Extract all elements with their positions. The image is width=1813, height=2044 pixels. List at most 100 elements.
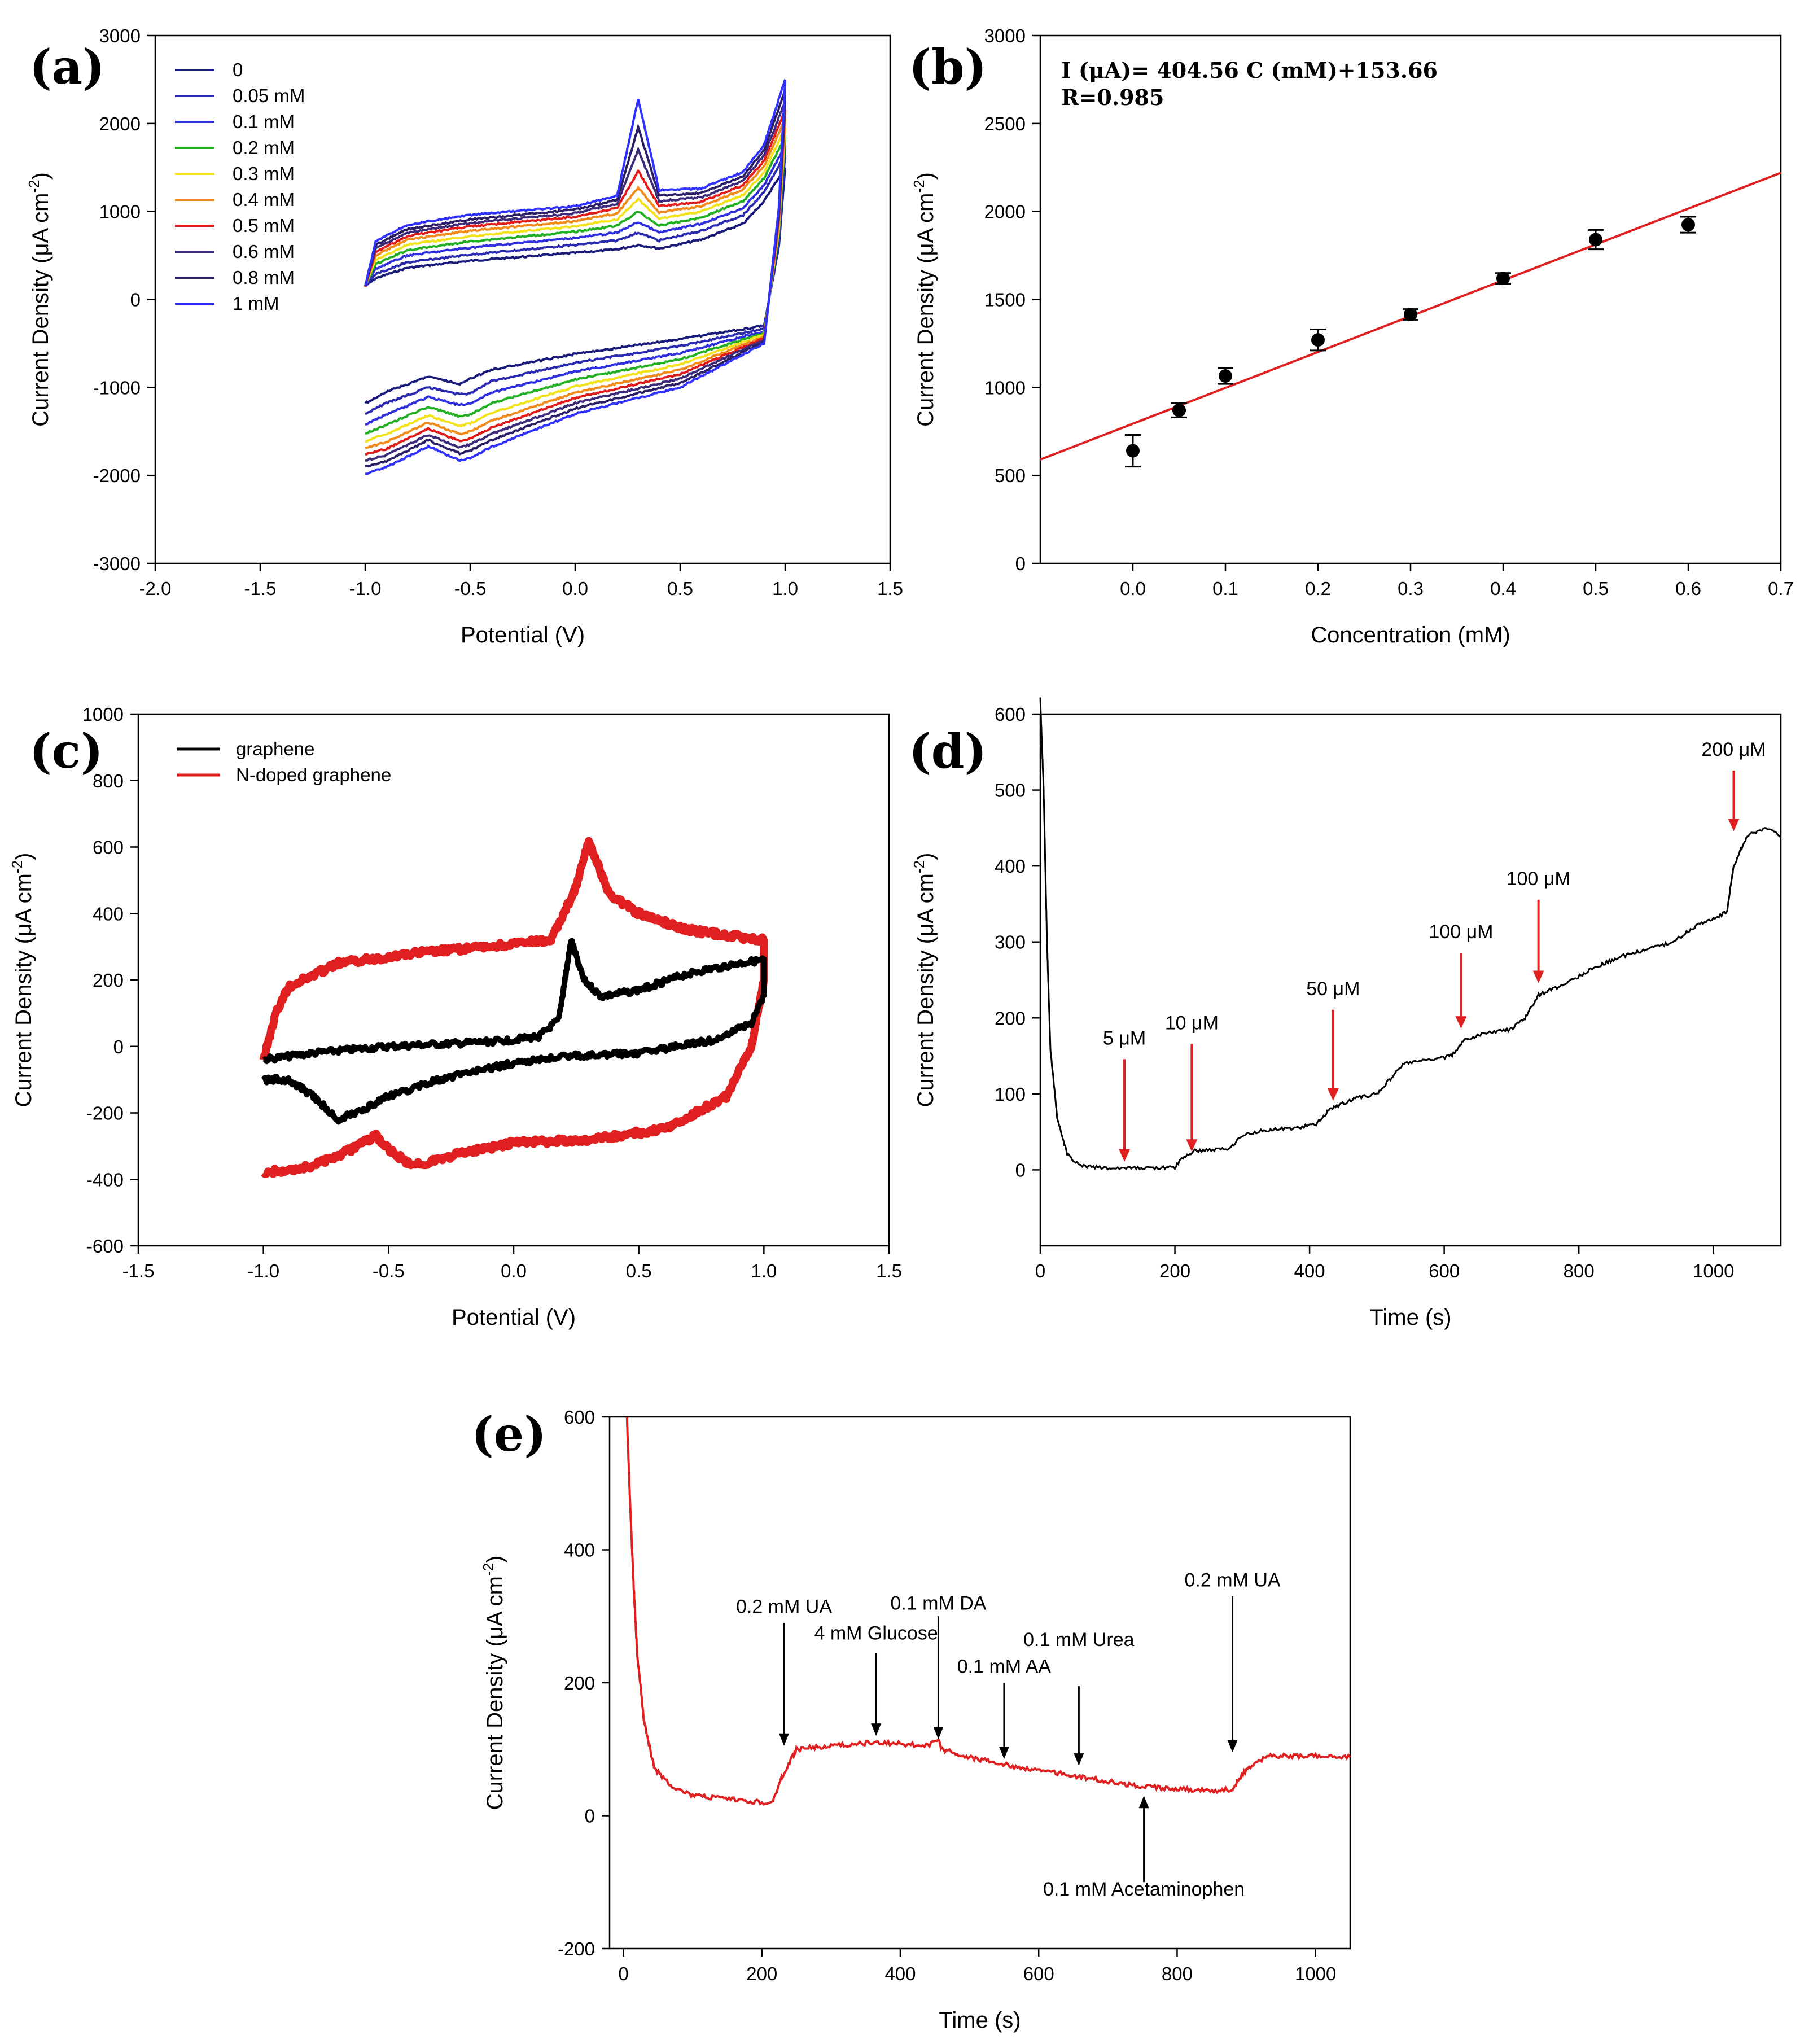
legend-label: graphene bbox=[236, 738, 314, 759]
annotation-arrowhead bbox=[1728, 819, 1740, 831]
legend-label: 0.6 mM bbox=[233, 241, 295, 262]
annotation-arrowhead bbox=[1532, 970, 1544, 983]
y-tick-label: 2500 bbox=[984, 113, 1026, 134]
annotation-label: 5 μM bbox=[1103, 1027, 1146, 1049]
x-tick-label: 0.0 bbox=[1120, 578, 1146, 599]
series-line-anodic bbox=[364, 101, 786, 287]
y-tick-label: 3000 bbox=[99, 25, 141, 46]
legend-label: 0.3 mM bbox=[233, 163, 295, 184]
x-tick-label: 1000 bbox=[1693, 1260, 1734, 1281]
legend-label: 0 bbox=[233, 59, 243, 80]
legend-label: 0.8 mM bbox=[233, 267, 295, 288]
chart-panel-a: (a) -2.0 -1.5 -1.0 -0.5 0.0 0.5 1.0 1.5 -3000 -200… bbox=[25, 25, 903, 647]
x-tick-label: -1.0 bbox=[247, 1260, 279, 1281]
x-tick-label: 1.5 bbox=[877, 578, 903, 599]
x-tick-label: 200 bbox=[1159, 1260, 1190, 1281]
panel-label: (a) bbox=[29, 39, 105, 95]
y-axis-title: Current Density (μA cm-2) bbox=[910, 853, 938, 1108]
x-tick-label: 0.1 bbox=[1212, 578, 1238, 599]
series-line-cathodic bbox=[365, 145, 786, 426]
series-line-cathodic bbox=[364, 168, 786, 404]
series-line-cathodic bbox=[365, 80, 786, 475]
y-tick-label: 600 bbox=[995, 704, 1026, 725]
series-line-cathodic bbox=[365, 154, 786, 415]
annotation-label: 4 mM Glucose bbox=[814, 1622, 938, 1644]
y-tick-label: 0 bbox=[585, 1806, 595, 1827]
x-tick-label: 800 bbox=[1162, 1963, 1193, 1984]
annotation-arrowhead bbox=[778, 1733, 789, 1746]
x-tick-label: 0.5 bbox=[667, 578, 693, 599]
x-tick-label: 800 bbox=[1564, 1260, 1595, 1281]
y-tick-label: 0 bbox=[113, 1036, 124, 1057]
series-line bbox=[261, 938, 767, 1125]
y-axis-title: Current Density (μA cm-2) bbox=[8, 853, 36, 1108]
annotation-arrowhead bbox=[871, 1723, 882, 1736]
fit-equation: I (μA)= 404.56 C (mM)+153.66 bbox=[1061, 58, 1438, 83]
data-point bbox=[1172, 403, 1186, 417]
series-line-anodic bbox=[364, 79, 786, 286]
plot-frame bbox=[137, 713, 890, 1247]
annotation-arrowhead bbox=[933, 1726, 944, 1739]
y-tick-label: 500 bbox=[995, 780, 1026, 801]
y-axis-title: Current Density (μA cm-2) bbox=[910, 172, 938, 427]
annotation-arrowhead bbox=[1327, 1088, 1339, 1101]
chart-panel-b: (b) 0.0 0.1 0.2 0.3 0.4 0.5 0.6 0.7 0 500 1000 1500 2… bbox=[909, 25, 1794, 647]
annotation-label: 200 μM bbox=[1701, 739, 1766, 760]
plot-frame bbox=[608, 1416, 1351, 1950]
x-tick-label: 0 bbox=[618, 1963, 628, 1984]
x-tick-label: 0.6 bbox=[1675, 578, 1701, 599]
series-line-anodic bbox=[364, 136, 786, 286]
legend-label: 0.1 mM bbox=[233, 111, 295, 132]
x-tick-label: 1.5 bbox=[876, 1260, 902, 1281]
series-line-anodic bbox=[364, 118, 786, 287]
y-tick-label: 500 bbox=[995, 465, 1026, 486]
panel-label: (d) bbox=[909, 723, 987, 779]
x-tick-label: 400 bbox=[1294, 1260, 1325, 1281]
x-tick-label: 0.7 bbox=[1768, 578, 1794, 599]
y-tick-label: 200 bbox=[995, 1008, 1026, 1028]
annotation-label: 0.2 mM UA bbox=[1185, 1569, 1281, 1591]
y-tick-label: -2000 bbox=[93, 465, 141, 486]
series-line bbox=[625, 1417, 1351, 1806]
annotation-label: 100 μM bbox=[1507, 868, 1571, 890]
panel-label: (e) bbox=[471, 1406, 546, 1462]
x-tick-label: 1000 bbox=[1295, 1963, 1336, 1984]
series-line-anodic bbox=[365, 154, 786, 287]
series-line-cathodic bbox=[365, 90, 786, 468]
annotation-label: 10 μM bbox=[1165, 1012, 1219, 1034]
data-point bbox=[1126, 444, 1140, 458]
x-axis-title: Time (s) bbox=[1369, 1305, 1451, 1330]
x-tick-label: 0.3 bbox=[1398, 578, 1424, 599]
y-tick-label: -200 bbox=[558, 1938, 595, 1959]
y-tick-label: -400 bbox=[86, 1169, 124, 1190]
y-tick-label: -1000 bbox=[93, 377, 141, 398]
y-tick-label: 600 bbox=[564, 1407, 595, 1428]
x-tick-label: 0.4 bbox=[1490, 578, 1516, 599]
panel-label: (c) bbox=[29, 723, 103, 779]
y-tick-label: 100 bbox=[995, 1084, 1026, 1105]
annotation-label: 100 μM bbox=[1429, 921, 1493, 943]
data-point bbox=[1589, 233, 1602, 247]
data-point bbox=[1496, 272, 1510, 286]
y-tick-label: 400 bbox=[995, 856, 1026, 877]
data-point bbox=[1681, 218, 1695, 232]
annotation-arrowhead bbox=[1119, 1149, 1131, 1162]
x-tick-label: 0.0 bbox=[562, 578, 588, 599]
y-axis-title: Current Density (μA cm-2) bbox=[25, 172, 53, 427]
x-axis-title: Concentration (mM) bbox=[1311, 623, 1510, 647]
legend-label: 0.2 mM bbox=[233, 137, 295, 158]
y-tick-label: 1500 bbox=[984, 290, 1026, 310]
y-tick-label: 1000 bbox=[99, 202, 141, 222]
plot-frame bbox=[1039, 713, 1782, 1247]
y-tick-label: 1000 bbox=[984, 377, 1026, 398]
x-tick-label: 200 bbox=[746, 1963, 777, 1984]
legend-label: 0.5 mM bbox=[233, 215, 295, 236]
series-line bbox=[259, 837, 768, 1178]
x-tick-label: 600 bbox=[1429, 1260, 1460, 1281]
annotation-arrowhead bbox=[999, 1747, 1009, 1759]
y-tick-label: 300 bbox=[995, 932, 1026, 953]
y-tick-label: 800 bbox=[93, 771, 124, 791]
x-axis-title: Potential (V) bbox=[461, 623, 585, 647]
series-line-cathodic bbox=[365, 127, 786, 443]
y-tick-label: 200 bbox=[564, 1673, 595, 1693]
